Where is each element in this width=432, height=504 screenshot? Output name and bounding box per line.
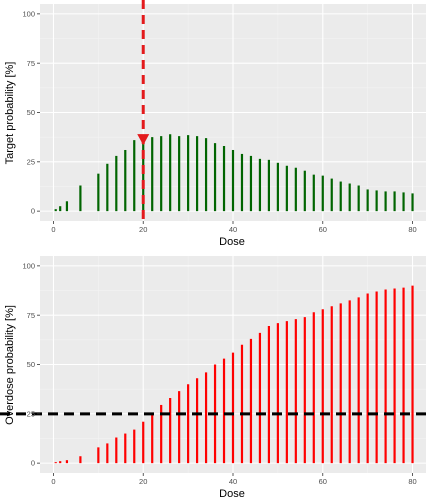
overdose-x-ticks: 0 20 40 60 80 (51, 473, 417, 486)
target-y-ticks: 0 25 50 75 100 (22, 9, 40, 216)
target-y-axis-title: Target probability [%] (4, 62, 16, 165)
overdose-y-tick-label: 0 (31, 459, 35, 468)
overdose-y-tick-label: 100 (22, 261, 35, 270)
target-x-ticks: 0 20 40 60 80 (51, 221, 417, 234)
target-x-tick-label: 20 (139, 225, 147, 234)
overdose-x-tick-label: 80 (408, 477, 416, 486)
target-x-tick-label: 60 (319, 225, 327, 234)
overdose-x-tick-label: 40 (229, 477, 237, 486)
target-probability-chart: 0 25 50 75 100 0 20 40 60 80 Dose Target probabi… (4, 0, 426, 248)
overdose-y-axis-title: Overdose probability [%] (4, 305, 16, 425)
target-annotations (137, 0, 150, 221)
overdose-y-tick-label: 75 (27, 311, 35, 320)
target-x-tick-label: 40 (229, 225, 237, 234)
target-y-tick-label: 0 (31, 207, 35, 216)
target-x-axis-title: Dose (219, 236, 245, 248)
target-y-tick-label: 25 (27, 157, 35, 166)
overdose-x-axis-title: Dose (219, 488, 245, 500)
overdose-x-tick-label: 20 (139, 477, 147, 486)
overdose-y-tick-label: 50 (27, 360, 35, 369)
overdose-probability-chart: 0 25 50 75 100 0 20 40 60 80 Dose Overdose proba… (0, 256, 432, 500)
recommended-dose-marker (137, 134, 150, 146)
target-y-tick-label: 50 (27, 108, 35, 117)
target-bars (54, 134, 414, 212)
target-y-tick-label: 75 (27, 59, 35, 68)
overdose-x-tick-label: 0 (51, 477, 55, 486)
target-y-tick-label: 100 (22, 9, 35, 18)
overdose-y-tick-label: 25 (27, 409, 35, 418)
overdose-x-tick-label: 60 (319, 477, 327, 486)
overdose-y-ticks: 0 25 50 75 100 (22, 261, 40, 468)
target-x-tick-label: 0 (51, 225, 55, 234)
overdose-bars (54, 285, 414, 464)
target-x-tick-label: 80 (408, 225, 416, 234)
